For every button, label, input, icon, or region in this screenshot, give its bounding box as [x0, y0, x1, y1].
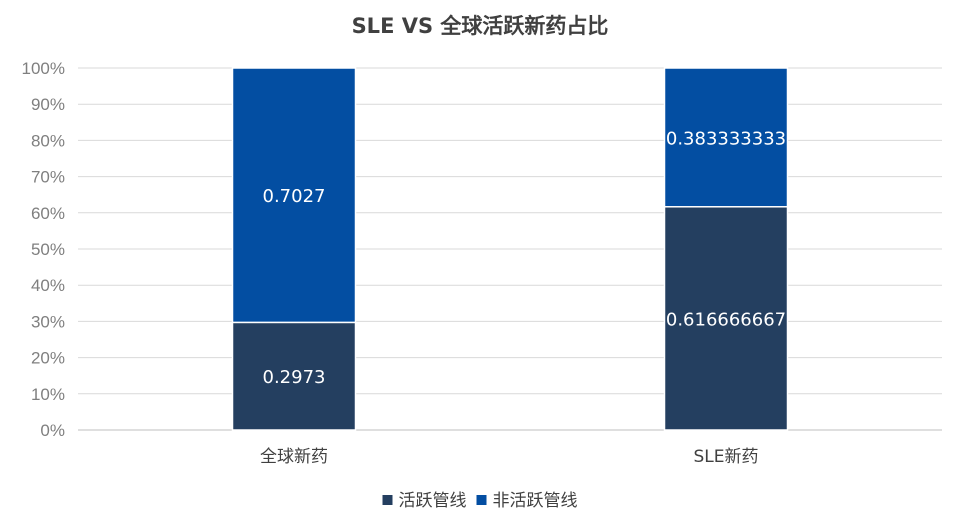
y-tick-label: 90% — [31, 95, 65, 114]
bar-segment-2-2 — [663, 67, 789, 208]
y-tick-label: 50% — [31, 240, 65, 259]
x-tick-label: 全球新药 — [260, 447, 328, 467]
y-tick-label: 20% — [31, 349, 65, 368]
data-label: 0.616666667 — [666, 309, 786, 330]
legend-label: 活跃管线 — [399, 491, 467, 511]
bar-segment-1-2 — [663, 206, 789, 431]
chart-title: SLE VS 全球活跃新药占比 — [352, 14, 609, 38]
y-tick-label: 80% — [31, 131, 65, 150]
x-tick-label: SLE新药 — [693, 447, 758, 467]
y-tick-label: 10% — [31, 385, 65, 404]
bars — [231, 67, 789, 431]
y-tick-label: 40% — [31, 276, 65, 295]
bar-segment-2-1 — [231, 67, 357, 324]
legend-swatch — [476, 495, 487, 505]
y-tick-label: 70% — [31, 168, 65, 187]
bar-segment-1-1 — [231, 321, 357, 431]
legend: 活跃管线 非活跃管线 — [382, 491, 578, 511]
legend-swatch — [382, 495, 393, 505]
data-label: 0.7027 — [263, 186, 326, 207]
data-label: 0.383333333 — [666, 128, 786, 149]
y-tick-label: 30% — [31, 312, 65, 331]
legend-label: 非活跃管线 — [493, 491, 578, 511]
y-tick-label: 60% — [31, 204, 65, 223]
data-label: 0.2973 — [263, 367, 326, 388]
y-tick-label: 0% — [40, 421, 65, 440]
y-axis: 0% 10% 20% 30% 40% 50% 60% 70% 80% 90% 100% — [22, 59, 65, 440]
y-tick-label: 100% — [22, 59, 65, 78]
x-axis: 全球新药 SLE新药 — [260, 447, 759, 467]
gridlines — [78, 67, 942, 431]
data-labels: 0.2973 0.7027 0.616666667 0.383333333 — [263, 128, 787, 388]
